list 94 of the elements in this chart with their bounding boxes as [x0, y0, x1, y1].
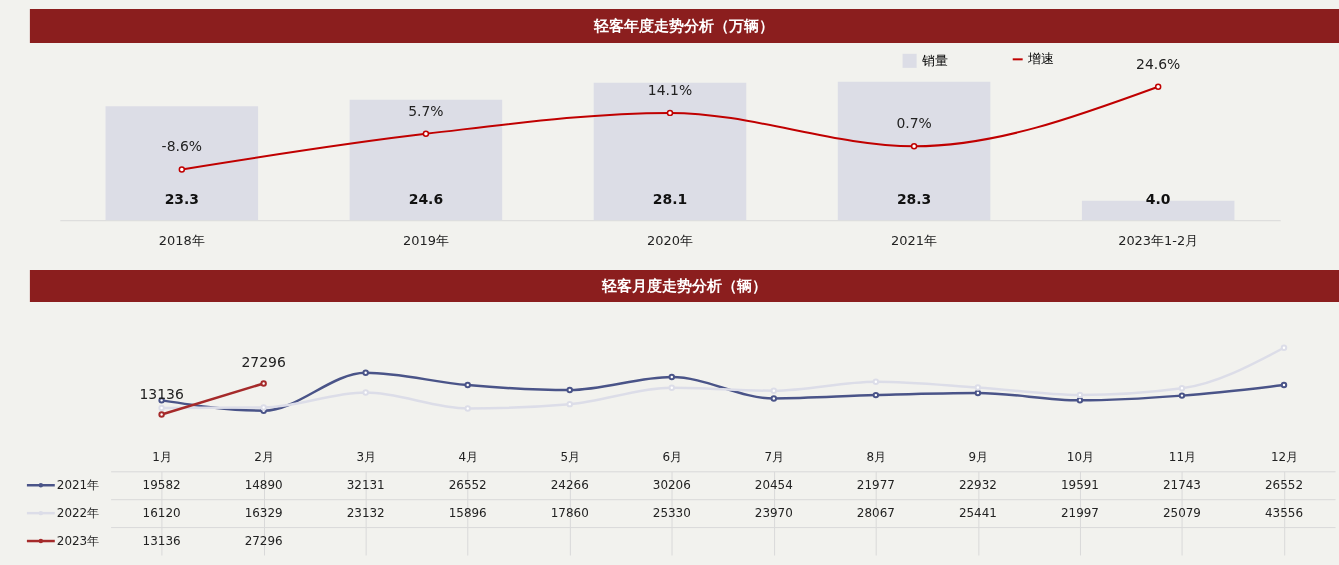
data-label: 32131: [346, 478, 385, 493]
bar: [593, 82, 747, 221]
bar: [349, 99, 503, 221]
data-label: 15896: [448, 506, 487, 521]
data-label: 16329: [244, 506, 283, 521]
point: [770, 395, 778, 402]
point: [974, 384, 982, 391]
data-label: 23.3: [164, 191, 200, 208]
x-tick-label: 8月: [866, 449, 887, 464]
data-label: 26552: [448, 478, 487, 493]
x-tick-label: 3月: [356, 449, 376, 464]
data-label: 20454: [754, 478, 793, 493]
data-label: 23132: [346, 506, 385, 521]
data-label: 25079: [1162, 506, 1201, 521]
legend-label: 销量: [920, 52, 948, 68]
data-label: 24.6%: [1136, 55, 1181, 72]
legend-label: 2023年: [56, 534, 100, 549]
data-label: 14.1%: [647, 81, 693, 98]
data-label: 43556: [1265, 506, 1303, 521]
data-label: 22932: [958, 478, 997, 493]
data-label: 13136: [142, 534, 181, 549]
x-tick-label: 2019年: [402, 232, 449, 248]
chart-title: 轻客月度走势分析（辆）: [600, 276, 767, 295]
point: [158, 404, 165, 412]
point: [422, 130, 430, 138]
point: [464, 405, 471, 412]
data-label: 25441: [958, 506, 997, 521]
x-tick-label: 2月: [254, 449, 274, 464]
x-tick-label: 5月: [560, 449, 581, 464]
point: [1076, 391, 1084, 399]
annotation: 27296: [241, 354, 286, 371]
point: [158, 411, 165, 418]
data-label: 30206: [652, 478, 691, 493]
data-label: 4.0: [1145, 191, 1171, 208]
data-label: 28067: [856, 506, 895, 521]
point: [1154, 83, 1162, 90]
x-tick-label: 10月: [1066, 449, 1095, 464]
point: [1280, 381, 1288, 389]
point: [668, 384, 676, 391]
bar: [105, 106, 259, 221]
point: [260, 380, 267, 387]
point: [1178, 385, 1186, 392]
data-label: 24.6: [408, 191, 444, 208]
point: [974, 389, 982, 397]
data-label: 27296: [244, 534, 283, 549]
legend-label: 增速: [1027, 51, 1055, 67]
data-label: 19582: [142, 478, 181, 493]
data-label: 21997: [1060, 506, 1099, 521]
point: [362, 389, 369, 396]
point: [566, 400, 573, 408]
x-tick-label: 11月: [1168, 449, 1197, 464]
data-label: 21743: [1162, 478, 1201, 493]
data-label: 19591: [1060, 478, 1099, 493]
point: [178, 166, 186, 173]
data-label: 16120: [142, 506, 181, 521]
legend-label: 2021年: [56, 478, 100, 493]
data-label: 21977: [856, 478, 895, 493]
point: [1076, 397, 1084, 404]
legend-label: 2022年: [56, 506, 100, 521]
point: [666, 109, 674, 117]
data-label: 28.1: [652, 191, 688, 208]
bar: [837, 81, 991, 221]
x-tick-label: 1月: [152, 449, 172, 464]
point: [872, 391, 880, 399]
chart-title: 轻客年度走势分析（万辆）: [593, 16, 775, 35]
x-tick-label: 12月: [1270, 449, 1299, 464]
x-tick-label: 2018年: [158, 232, 205, 248]
point: [464, 381, 471, 389]
data-label: -8.6%: [161, 138, 203, 155]
x-tick-label: 4月: [458, 449, 479, 464]
data-label: 23970: [754, 506, 793, 521]
x-tick-label: 7月: [764, 449, 785, 464]
x-tick-label: 2023年1-2月: [1118, 232, 1199, 248]
data-label: 25330: [652, 506, 691, 521]
data-label: 0.7%: [896, 115, 932, 132]
point: [770, 387, 778, 394]
data-label: 14890: [244, 478, 283, 493]
data-label: 26552: [1265, 478, 1303, 493]
data-label: 24266: [550, 478, 589, 493]
data-label: 17860: [550, 506, 589, 521]
point: [910, 143, 918, 150]
x-tick-label: 2020年: [647, 232, 693, 248]
point: [1178, 392, 1186, 399]
x-tick-label: 9月: [968, 449, 989, 464]
point: [1280, 344, 1288, 351]
x-tick-label: 6月: [662, 449, 683, 464]
data-label: 5.7%: [408, 102, 444, 119]
annotation: 13136: [139, 385, 184, 402]
x-tick-label: 2021年: [891, 232, 938, 248]
point: [872, 378, 880, 385]
point: [566, 386, 573, 394]
data-label: 28.3: [896, 191, 932, 208]
point: [362, 369, 369, 377]
point: [668, 373, 676, 381]
